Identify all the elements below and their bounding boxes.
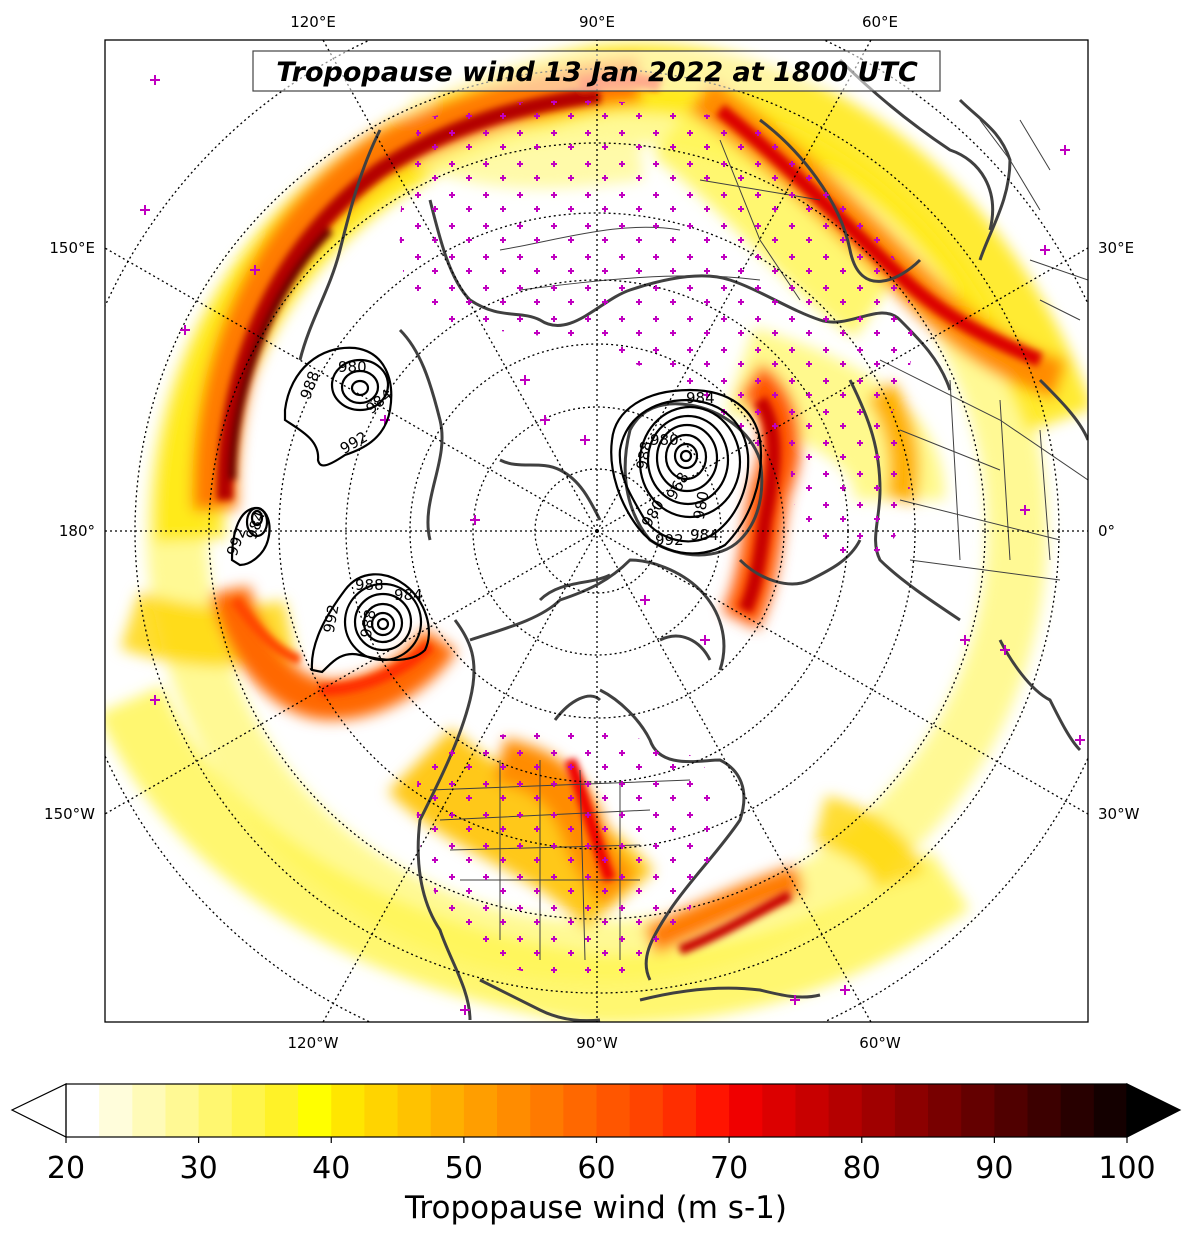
- lon-label-bottom-90w: 90°W: [576, 1034, 618, 1052]
- colorbar-swatch: [861, 1084, 896, 1137]
- colorbar-tick-label: 80: [843, 1151, 881, 1186]
- colorbar-swatch: [298, 1084, 332, 1137]
- lon-label-left-150e: 150°E: [49, 239, 95, 257]
- lon-label-top-90e: 90°E: [579, 13, 615, 31]
- colorbar-swatch: [596, 1084, 631, 1137]
- contour-label: 980: [338, 358, 367, 376]
- colorbar-swatches: [66, 1084, 1128, 1137]
- lon-label-left-180: 180°: [59, 522, 95, 540]
- colorbar-swatch: [66, 1084, 100, 1137]
- observation-stations: [140, 75, 1085, 1015]
- contour-label: 984: [394, 586, 423, 604]
- lon-label-bottom-120w: 120°W: [288, 1034, 339, 1052]
- map-panel: 988 980 984 992 984 992 988 992 988 984 …: [105, 40, 1088, 1022]
- colorbar-swatch: [828, 1084, 863, 1137]
- colorbar-tick-label: 20: [47, 1151, 85, 1186]
- colorbar-swatch: [1093, 1084, 1128, 1137]
- colorbar-tick-label: 30: [180, 1151, 218, 1186]
- lon-label-top-60e: 60°E: [862, 13, 898, 31]
- colorbar-swatch: [264, 1084, 299, 1137]
- colorbar-extend-high: [1126, 1083, 1182, 1138]
- colorbar-swatch: [364, 1084, 399, 1137]
- colorbar-swatch: [928, 1084, 962, 1137]
- colorbar-tick-label: 60: [577, 1151, 615, 1186]
- colorbar-swatch: [662, 1084, 697, 1137]
- contour-label: 992: [320, 603, 343, 634]
- longitude-labels: 120°E 90°E 60°E 120°W 90°W 60°W 150°E 18…: [44, 13, 1140, 1052]
- contour-label: 984: [686, 389, 715, 407]
- lon-label-right-30e: 30°E: [1098, 239, 1134, 257]
- colorbar-swatch: [1027, 1084, 1062, 1137]
- colorbar-swatch: [530, 1084, 564, 1137]
- map-frame: [104, 39, 1089, 1023]
- colorbar-swatch: [629, 1084, 664, 1137]
- colorbar-swatch: [231, 1084, 266, 1137]
- colorbar-extend-low: [10, 1083, 67, 1138]
- colorbar-swatch: [762, 1084, 797, 1137]
- colorbar-tick-label: 40: [312, 1151, 350, 1186]
- lon-label-right-30w: 30°W: [1098, 805, 1140, 823]
- colorbar-swatch: [695, 1084, 730, 1137]
- colorbar-swatch: [497, 1084, 531, 1137]
- colorbar-swatch: [331, 1084, 366, 1137]
- colorbar-swatch: [397, 1084, 432, 1137]
- colorbar-swatch: [430, 1084, 465, 1137]
- contour-label: 988: [633, 440, 656, 471]
- colorbar-tick-label: 70: [710, 1151, 748, 1186]
- colorbar-swatch: [994, 1084, 1029, 1137]
- contour-label: 980: [690, 490, 713, 521]
- contour-label: 988: [355, 576, 384, 594]
- colorbar-swatch: [729, 1084, 763, 1137]
- colorbar-swatch: [463, 1084, 498, 1137]
- colorbar-swatch: [99, 1084, 133, 1137]
- colorbar-swatch: [961, 1084, 995, 1137]
- pressure-contours: [230, 346, 762, 674]
- colorbar-swatch: [1060, 1084, 1095, 1137]
- contour-label: 988: [357, 608, 380, 639]
- contour-label: 984: [690, 526, 719, 544]
- colorbar-swatch: [132, 1084, 167, 1137]
- colorbar-ticks: 20 30 40 50 60 70 80 90 100: [47, 1137, 1156, 1186]
- lon-label-left-150w: 150°W: [44, 805, 95, 823]
- lon-label-top-120e: 120°E: [290, 13, 336, 31]
- colorbar-swatch: [795, 1084, 830, 1137]
- colorbar: 20 30 40 50 60 70 80 90 100 Tropopause wind (m s…: [10, 1083, 1182, 1226]
- contour-label: 980: [650, 431, 679, 449]
- colorbar-tick-label: 50: [445, 1151, 483, 1186]
- colorbar-swatch: [165, 1084, 200, 1137]
- map-title: Tropopause wind 13 Jan 2022 at 1800 UTC: [252, 50, 941, 92]
- colorbar-swatch: [563, 1084, 598, 1137]
- title-text: Tropopause wind 13 Jan 2022 at 1800 UTC: [276, 57, 918, 88]
- colorbar-label: Tropopause wind (m s-1): [404, 1190, 787, 1226]
- colorbar-tick-label: 90: [975, 1151, 1013, 1186]
- colorbar-swatch: [894, 1084, 929, 1137]
- colorbar-swatch: [198, 1084, 233, 1137]
- lon-label-right-0: 0°: [1098, 522, 1115, 540]
- contour-label: 992: [655, 531, 684, 549]
- lon-label-bottom-60w: 60°W: [859, 1034, 901, 1052]
- colorbar-tick-label: 100: [1098, 1151, 1155, 1186]
